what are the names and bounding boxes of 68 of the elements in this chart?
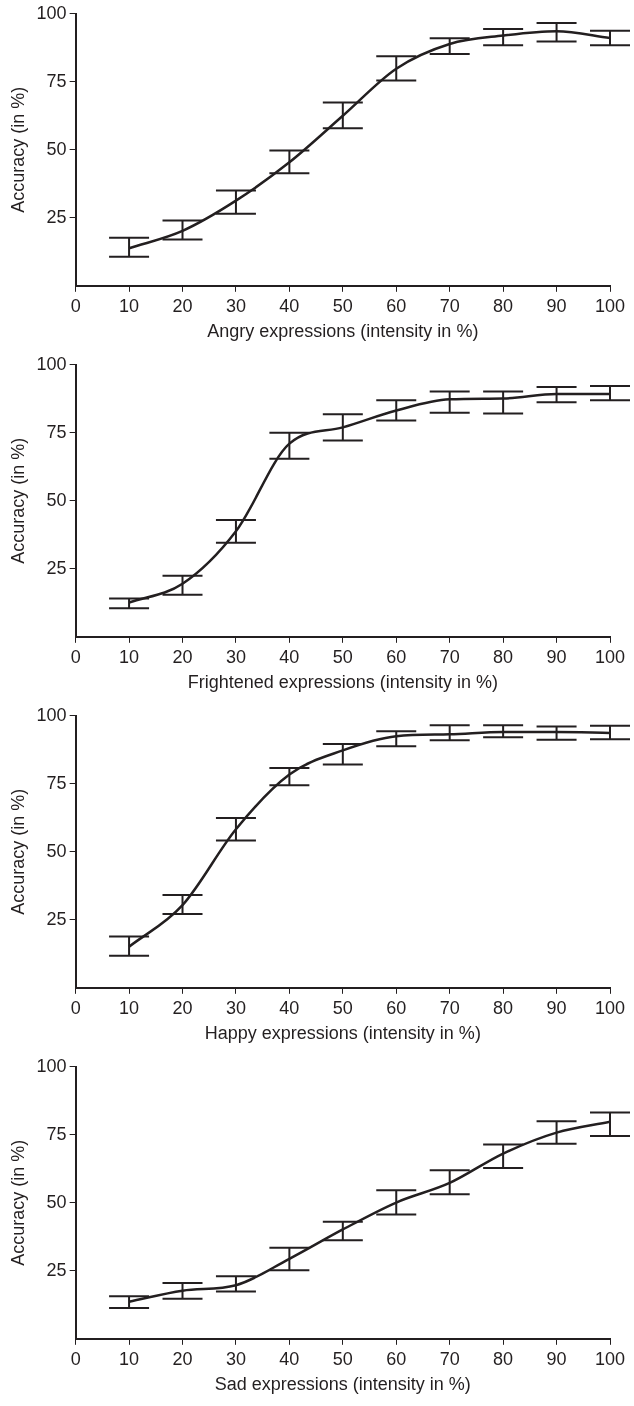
- x-tick-label: 40: [279, 646, 300, 667]
- x-tick-label: 50: [332, 295, 353, 316]
- x-tick-label: 10: [119, 997, 140, 1018]
- x-tick-label: 0: [70, 1348, 81, 1369]
- x-tick-label: 50: [332, 1348, 353, 1369]
- y-tick-label: 50: [46, 138, 67, 159]
- y-tick-label: 100: [36, 2, 67, 23]
- y-tick-label: 25: [46, 1259, 67, 1280]
- x-tick-label: 70: [439, 295, 460, 316]
- x-tick-label: 0: [70, 997, 81, 1018]
- y-tick-label: 25: [46, 206, 67, 227]
- x-axis-title: Sad expressions (intensity in %): [214, 1374, 471, 1395]
- x-tick-label: 60: [386, 295, 407, 316]
- x-tick-label: 60: [386, 997, 407, 1018]
- x-axis-title: Angry expressions (intensity in %): [207, 321, 479, 342]
- y-tick-label: 100: [36, 704, 67, 725]
- x-tick-label: 80: [493, 997, 514, 1018]
- x-tick-label: 20: [172, 646, 193, 667]
- x-tick-label: 90: [546, 997, 567, 1018]
- x-tick-label: 90: [546, 1348, 567, 1369]
- x-tick-label: 40: [279, 997, 300, 1018]
- x-tick-label: 0: [70, 646, 81, 667]
- y-axis-title: Accuracy (in %): [7, 1139, 28, 1266]
- x-tick-label: 30: [225, 1348, 246, 1369]
- x-tick-label: 20: [172, 997, 193, 1018]
- y-axis-title: Accuracy (in %): [7, 86, 28, 213]
- y-tick-label: 50: [46, 489, 67, 510]
- x-tick-label: 40: [279, 295, 300, 316]
- y-tick-label: 75: [46, 1123, 67, 1144]
- x-tick-label: 70: [439, 1348, 460, 1369]
- x-tick-label: 0: [70, 295, 81, 316]
- x-tick-label: 60: [386, 1348, 407, 1369]
- x-tick-label: 100: [594, 646, 626, 667]
- x-tick-label: 80: [493, 1348, 514, 1369]
- x-tick-label: 100: [594, 1348, 626, 1369]
- x-tick-label: 30: [225, 997, 246, 1018]
- x-tick-label: 30: [225, 646, 246, 667]
- x-tick-label: 60: [386, 646, 407, 667]
- y-tick-label: 75: [46, 421, 67, 442]
- x-tick-label: 90: [546, 646, 567, 667]
- y-tick-label: 25: [46, 908, 67, 929]
- x-tick-label: 10: [119, 1348, 140, 1369]
- x-tick-label: 100: [594, 295, 626, 316]
- y-tick-label: 25: [46, 557, 67, 578]
- x-tick-label: 50: [332, 646, 353, 667]
- y-tick-label: 100: [36, 1055, 67, 1076]
- y-axis-title: Accuracy (in %): [7, 437, 28, 564]
- x-tick-label: 70: [439, 646, 460, 667]
- x-tick-label: 80: [493, 295, 514, 316]
- x-tick-label: 10: [119, 646, 140, 667]
- y-tick-label: 50: [46, 1191, 67, 1212]
- y-tick-label: 75: [46, 772, 67, 793]
- x-tick-label: 50: [332, 997, 353, 1018]
- y-axis-title: Accuracy (in %): [7, 788, 28, 915]
- x-tick-label: 80: [493, 646, 514, 667]
- x-tick-label: 40: [279, 1348, 300, 1369]
- x-axis-title: Frightened expressions (intensity in %): [187, 672, 498, 693]
- x-tick-label: 70: [439, 997, 460, 1018]
- x-tick-label: 20: [172, 295, 193, 316]
- y-tick-label: 75: [46, 70, 67, 91]
- y-tick-label: 100: [36, 353, 67, 374]
- x-axis-title: Happy expressions (intensity in %): [204, 1023, 481, 1044]
- x-tick-label: 100: [594, 997, 626, 1018]
- y-tick-label: 50: [46, 840, 67, 861]
- x-tick-label: 10: [119, 295, 140, 316]
- x-tick-label: 90: [546, 295, 567, 316]
- x-tick-label: 20: [172, 1348, 193, 1369]
- x-tick-label: 30: [225, 295, 246, 316]
